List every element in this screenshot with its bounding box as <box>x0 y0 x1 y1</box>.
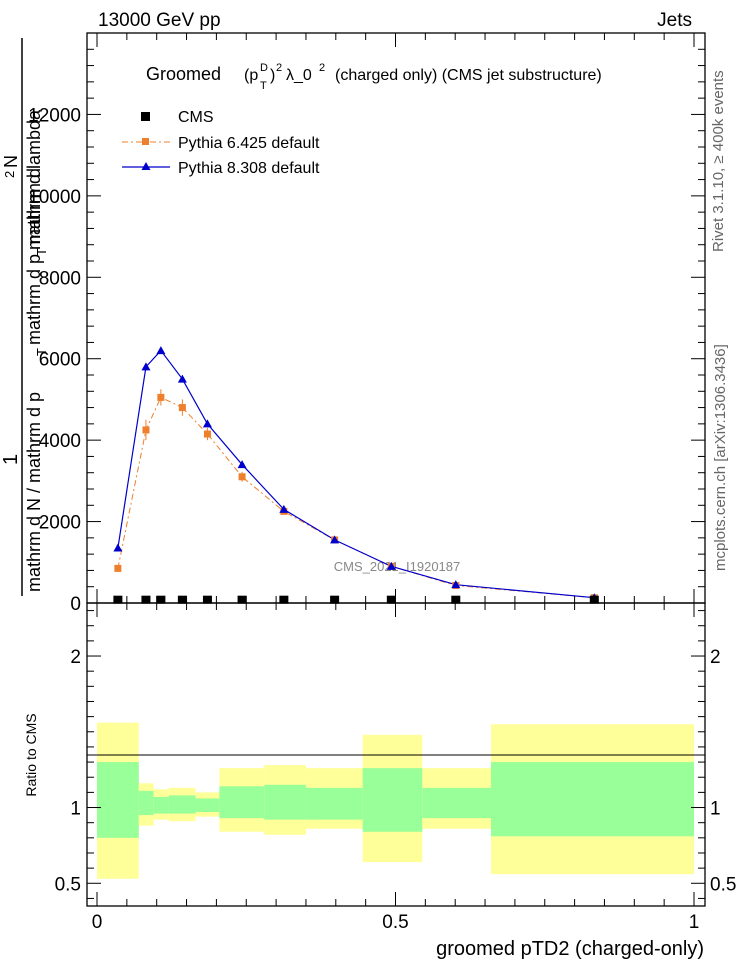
ratio-inner-band <box>219 786 265 819</box>
ylabel-denominator: mathrm d N / mathrm d p <box>24 392 44 592</box>
pythia8-point <box>279 504 289 513</box>
cms-point <box>589 595 599 604</box>
header-right: Jets <box>657 10 692 31</box>
x-axis-label: groomed pTD2 (charged-only) <box>436 938 704 960</box>
title-prefix: Groomed <box>146 64 221 84</box>
ratio-inner-band <box>264 784 306 820</box>
pythia8-point <box>202 419 212 428</box>
main-y-tick-label: 12000 <box>28 105 81 126</box>
main-y-tick-label: 10000 <box>28 187 81 208</box>
title-sup-2b: 2 <box>319 62 325 74</box>
ratio-y-tick-label-right: 0.5 <box>710 874 736 895</box>
cms-point <box>113 595 123 604</box>
pythia6-point <box>157 393 165 401</box>
main-y-axis-label: 1 mathrm d N / mathrm d p T mathrm d p T… <box>0 38 49 596</box>
ratio-y-tick-label: 0.5 <box>55 874 81 895</box>
cms-point <box>330 595 340 604</box>
ratio-y-axis-label: Ratio to CMS <box>23 713 39 796</box>
pythia6-point <box>238 473 246 481</box>
main-y-tick-label: 8000 <box>39 268 81 289</box>
ylabel-one: 1 <box>0 454 22 465</box>
ratio-y-tick-label: 1 <box>70 799 81 820</box>
pythia8-point <box>330 535 340 544</box>
legend-pythia8-marker <box>141 162 151 170</box>
main-y-tick-labels: 0 2000 4000 6000 8000 10000 12000 <box>28 105 81 615</box>
pythia6-point <box>178 404 186 412</box>
pythia8-point <box>113 543 123 552</box>
ratio-inner-band <box>168 795 196 814</box>
x-tick-label: 1 <box>689 912 700 933</box>
ylabel-numerator: mathrm d p <box>24 254 44 345</box>
title-close: ) <box>270 67 275 84</box>
ratio-inner-band <box>153 796 169 814</box>
main-y-tick-label: 6000 <box>39 350 81 371</box>
ratio-inner-band <box>491 762 694 837</box>
cms-point <box>451 595 461 604</box>
pythia8-point <box>156 346 166 355</box>
main-y-tick-label: 0 <box>70 594 81 615</box>
main-axis-ticks <box>87 48 705 604</box>
rivet-label: Rivet 3.1.10, ≥ 400k events <box>710 70 727 252</box>
ratio-bands <box>97 722 694 879</box>
main-series-layer <box>113 346 599 604</box>
ylabel-denominator-sub: T <box>34 348 49 356</box>
header-left: 13000 GeV pp <box>98 10 221 31</box>
main-y-tick-label: 2000 <box>39 513 81 534</box>
pythia8-point <box>177 374 187 383</box>
title-lambda: λ_0 <box>286 67 312 84</box>
legend-pythia6-marker <box>142 138 149 145</box>
legend-cms-marker <box>141 112 150 121</box>
chart-title: Groomed (p D T ) 2 λ_0 2 (charged only) … <box>146 62 602 92</box>
main-y-tick-label: 4000 <box>39 431 81 452</box>
title-p: (p <box>244 67 258 84</box>
cms-point <box>279 595 289 604</box>
ylabel-numerator-sub: T <box>34 248 49 256</box>
pythia8-point <box>237 460 247 469</box>
cms-point <box>177 595 187 604</box>
ratio-inner-band <box>97 762 139 838</box>
title-sub-t: T <box>260 80 267 92</box>
ratio-y-tick-label-right: 1 <box>710 799 721 820</box>
legend-pythia6-label: Pythia 6.425 default <box>178 135 320 152</box>
ratio-inner-band <box>138 790 154 816</box>
ratio-inner-band <box>422 787 492 819</box>
title-sup-2a: 2 <box>276 62 282 74</box>
ratio-axis-ticks: 0.5 0.5 1 1 2 2 <box>55 610 736 899</box>
x-axis-ticks: 0 0.5 1 <box>92 33 700 933</box>
pythia8-point <box>141 362 151 371</box>
title-suffix: (charged only) (CMS jet substructure) <box>335 67 602 84</box>
cms-point <box>237 595 247 604</box>
pythia8-point <box>451 580 461 589</box>
ratio-inner-band <box>362 768 423 832</box>
x-tick-label: 0 <box>92 912 103 933</box>
ylabel-numerator-head: mathrm d <box>24 168 44 244</box>
analysis-watermark: CMS_2021_I1920187 <box>334 559 461 574</box>
ylabel-numerator-tail: mathrm d lambda <box>24 109 44 250</box>
pythia6-point <box>114 564 122 572</box>
ylabel-numerator-n: N <box>1 155 21 168</box>
legend: CMS Pythia 6.425 default Pythia 8.308 de… <box>122 109 320 177</box>
ratio-inner-band <box>305 787 363 820</box>
pythia6-point <box>203 430 211 438</box>
cms-point <box>156 595 166 604</box>
title-sup-d: D <box>260 62 268 74</box>
pythia6-point <box>142 426 150 434</box>
cms-point <box>202 595 212 604</box>
legend-cms-label: CMS <box>178 109 214 126</box>
ylabel-numerator-sup: 2 <box>2 171 17 178</box>
ratio-y-tick-label-right: 2 <box>710 647 721 668</box>
legend-pythia8-label: Pythia 8.308 default <box>178 160 320 177</box>
cms-point <box>141 595 151 604</box>
ratio-inner-band <box>195 798 220 813</box>
cms-point <box>386 595 396 604</box>
ratio-y-tick-label: 2 <box>70 647 81 668</box>
mcplots-label: mcplots.cern.ch [arXiv:1306.3436] <box>712 344 729 571</box>
pythia8-point <box>386 561 396 570</box>
x-tick-label: 0.5 <box>382 912 408 933</box>
